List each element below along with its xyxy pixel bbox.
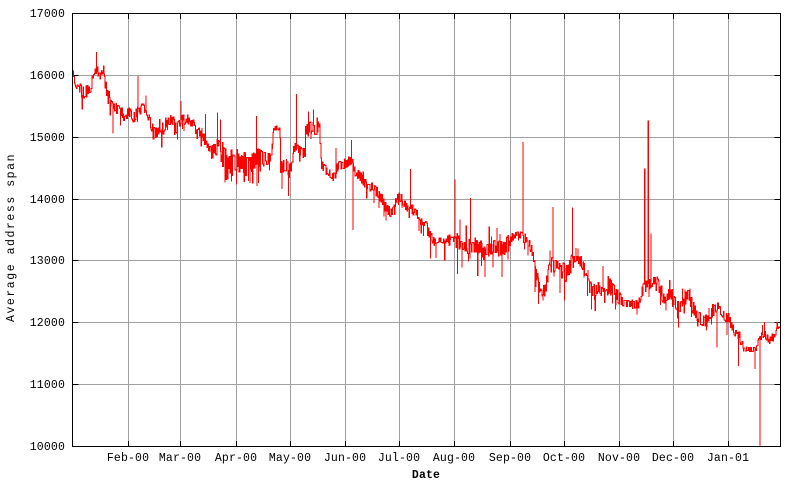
svg-text:Jun-00: Jun-00 [324, 452, 366, 465]
svg-text:13000: 13000 [30, 255, 65, 268]
svg-text:Oct-00: Oct-00 [543, 452, 585, 465]
svg-text:14000: 14000 [30, 194, 65, 207]
svg-text:16000: 16000 [30, 70, 65, 83]
svg-text:Sep-00: Sep-00 [489, 452, 531, 465]
svg-text:10000: 10000 [30, 441, 65, 454]
svg-text:Nov-00: Nov-00 [598, 452, 640, 465]
svg-text:Jul-00: Jul-00 [378, 452, 420, 465]
svg-text:Mar-00: Mar-00 [159, 452, 201, 465]
svg-text:Feb-00: Feb-00 [107, 452, 149, 465]
svg-text:17000: 17000 [30, 8, 65, 21]
svg-text:Jan-01: Jan-01 [707, 452, 749, 465]
svg-text:12000: 12000 [30, 317, 65, 330]
svg-text:Apr-00: Apr-00 [215, 452, 257, 465]
svg-text:Date: Date [412, 469, 440, 480]
svg-text:Average address span: Average address span [5, 153, 18, 322]
svg-text:Aug-00: Aug-00 [433, 452, 475, 465]
svg-text:11000: 11000 [30, 379, 65, 392]
svg-text:May-00: May-00 [269, 452, 311, 465]
svg-text:15000: 15000 [30, 132, 65, 145]
svg-text:Dec-00: Dec-00 [652, 452, 694, 465]
